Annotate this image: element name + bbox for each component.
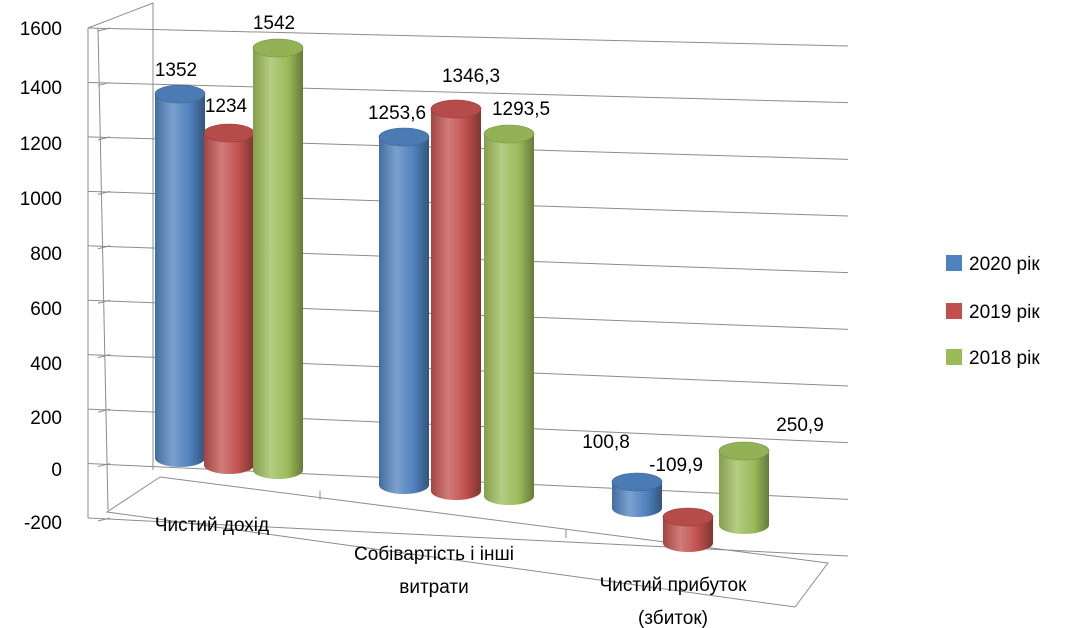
bar-body xyxy=(253,48,303,479)
y-tick-label: 1200 xyxy=(20,134,62,155)
legend-label: 2020 рік xyxy=(969,254,1040,275)
data-label: 100,8 xyxy=(582,432,630,453)
y-tick-label: 1400 xyxy=(20,78,62,99)
y-tick-label: 1600 xyxy=(20,19,62,40)
y-tick-mark xyxy=(97,408,111,413)
data-label: 1346,3 xyxy=(442,66,500,87)
category-label: Собівартість і інші xyxy=(354,544,514,565)
category-label: Чистий дохід xyxy=(155,515,269,536)
bar-cap xyxy=(203,123,255,143)
data-label: 1352 xyxy=(155,60,197,81)
data-label: -109,9 xyxy=(649,455,703,476)
legend-swatch xyxy=(946,255,962,271)
bar-cap xyxy=(483,124,535,144)
bar-3-2 xyxy=(662,507,714,552)
bar-cap xyxy=(662,507,714,527)
y-tick-label: -200 xyxy=(24,513,62,534)
bar-cap xyxy=(430,99,482,119)
bar-body xyxy=(484,134,534,505)
y-axis-line xyxy=(97,27,109,511)
category-labels: Чистий дохід Собівартість і інші витрати Чи… xyxy=(155,515,747,628)
bar-2-3 xyxy=(483,124,535,505)
y-tick-mark xyxy=(97,245,111,250)
legend: 2020 рік 2019 рік 2018 рік xyxy=(946,254,1040,369)
bar-1-3 xyxy=(252,38,304,479)
bar-3-3 xyxy=(718,441,770,534)
side-wall-top xyxy=(87,2,154,470)
y-tick-label: 0 xyxy=(51,460,62,481)
bar-body xyxy=(155,94,205,467)
bar-2-2 xyxy=(430,99,482,500)
legend-item: 2019 рік xyxy=(946,302,1040,323)
data-label: 1293,5 xyxy=(492,99,550,120)
y-tick-label: 200 xyxy=(30,408,62,429)
legend-swatch xyxy=(946,303,962,319)
y-tick-mark xyxy=(97,463,111,468)
legend-item: 2020 рік xyxy=(946,254,1040,275)
y-tick-mark xyxy=(97,354,111,359)
bar-cap xyxy=(611,472,663,492)
category-label: витрати xyxy=(399,577,468,598)
y-tick-label: 400 xyxy=(30,354,62,375)
bar-body xyxy=(204,133,254,474)
legend-label: 2019 рік xyxy=(969,302,1040,323)
bars xyxy=(154,38,770,552)
bar-body xyxy=(431,109,481,500)
bar-3-1 xyxy=(611,472,663,517)
y-tick-mark xyxy=(97,517,111,522)
bar-2-1 xyxy=(378,127,430,494)
legend-swatch xyxy=(946,349,962,365)
bar-cap xyxy=(378,127,430,147)
legend-label: 2018 рік xyxy=(969,348,1040,369)
data-label: 250,9 xyxy=(776,415,824,436)
bar-1-2 xyxy=(203,123,255,474)
category-label: Чистий прибуток xyxy=(600,575,747,596)
y-tick-mark xyxy=(97,299,111,304)
y-tick-mark xyxy=(97,136,111,141)
y-tick-mark xyxy=(97,81,111,86)
y-tick-mark xyxy=(97,27,111,32)
bar-body xyxy=(379,137,429,494)
bar-cap xyxy=(718,441,770,461)
bar-1-1 xyxy=(154,84,206,467)
chart-floor xyxy=(105,476,829,608)
gridline xyxy=(87,27,849,47)
floor-plane xyxy=(105,476,829,608)
bar-cap xyxy=(252,38,304,58)
data-label: 1253,6 xyxy=(368,103,426,124)
data-label: 1234 xyxy=(205,96,248,117)
y-tick-label: 1000 xyxy=(20,189,62,210)
bar-cap xyxy=(154,84,206,104)
gridline xyxy=(87,81,849,104)
y-tick-label: 600 xyxy=(30,299,62,320)
y-axis-tick-labels: 1600 1400 1200 1000 800 600 400 200 0 -200 xyxy=(20,19,62,534)
y-tick-mark xyxy=(97,190,111,195)
bar-body xyxy=(719,451,769,534)
bar-body xyxy=(663,517,713,552)
data-labels: 1352 1234 1542 1253,6 1346,3 1293,5 100,8 -109,… xyxy=(155,13,824,476)
category-label: (збиток) xyxy=(638,608,708,628)
y-tick-label: 800 xyxy=(30,244,62,265)
data-label: 1542 xyxy=(253,13,295,34)
bar-body xyxy=(612,482,662,517)
legend-item: 2018 рік xyxy=(946,348,1040,369)
